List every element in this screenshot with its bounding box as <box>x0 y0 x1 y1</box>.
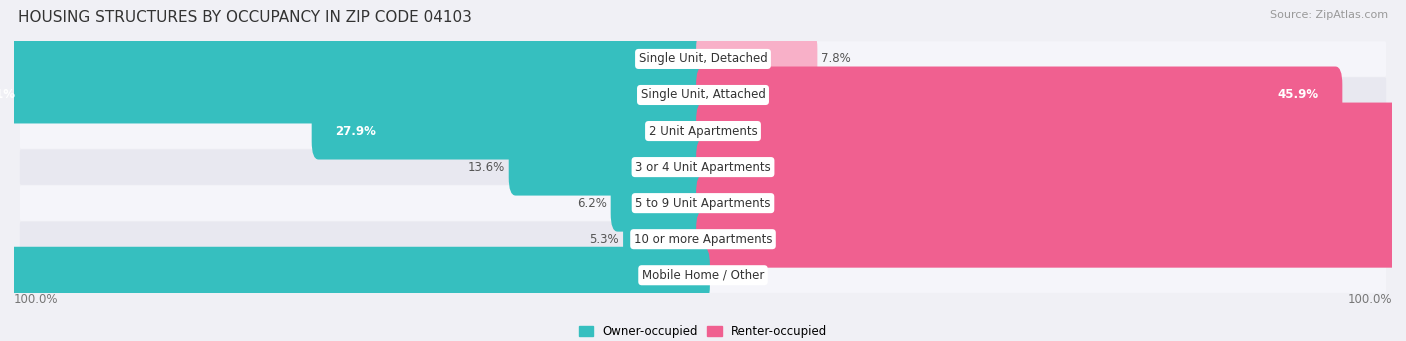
Text: Mobile Home / Other: Mobile Home / Other <box>641 269 765 282</box>
FancyBboxPatch shape <box>509 138 710 196</box>
Text: HOUSING STRUCTURES BY OCCUPANCY IN ZIP CODE 04103: HOUSING STRUCTURES BY OCCUPANCY IN ZIP C… <box>18 10 472 25</box>
FancyBboxPatch shape <box>20 41 1386 77</box>
Text: 45.9%: 45.9% <box>1278 89 1319 102</box>
FancyBboxPatch shape <box>696 103 1406 160</box>
Text: 13.6%: 13.6% <box>467 161 505 174</box>
FancyBboxPatch shape <box>610 175 710 232</box>
Text: 100.0%: 100.0% <box>14 293 59 306</box>
Text: 54.1%: 54.1% <box>0 89 15 102</box>
Text: 5.3%: 5.3% <box>589 233 619 246</box>
Legend: Owner-occupied, Renter-occupied: Owner-occupied, Renter-occupied <box>574 321 832 341</box>
FancyBboxPatch shape <box>20 149 1386 185</box>
FancyBboxPatch shape <box>623 211 710 268</box>
Text: Single Unit, Detached: Single Unit, Detached <box>638 53 768 65</box>
FancyBboxPatch shape <box>20 222 1386 257</box>
FancyBboxPatch shape <box>0 66 710 123</box>
FancyBboxPatch shape <box>0 30 710 87</box>
Text: 7.8%: 7.8% <box>821 53 851 65</box>
FancyBboxPatch shape <box>312 103 710 160</box>
FancyBboxPatch shape <box>20 257 1386 293</box>
Text: 6.2%: 6.2% <box>576 197 606 210</box>
Text: 3 or 4 Unit Apartments: 3 or 4 Unit Apartments <box>636 161 770 174</box>
Text: 27.9%: 27.9% <box>335 124 375 137</box>
FancyBboxPatch shape <box>696 66 1343 123</box>
Text: 5 to 9 Unit Apartments: 5 to 9 Unit Apartments <box>636 197 770 210</box>
Text: Source: ZipAtlas.com: Source: ZipAtlas.com <box>1270 10 1388 20</box>
FancyBboxPatch shape <box>0 247 710 304</box>
FancyBboxPatch shape <box>20 77 1386 113</box>
FancyBboxPatch shape <box>696 211 1406 268</box>
FancyBboxPatch shape <box>20 186 1386 221</box>
FancyBboxPatch shape <box>20 113 1386 149</box>
Text: 2 Unit Apartments: 2 Unit Apartments <box>648 124 758 137</box>
Text: Single Unit, Attached: Single Unit, Attached <box>641 89 765 102</box>
FancyBboxPatch shape <box>696 138 1406 196</box>
Text: 100.0%: 100.0% <box>1347 293 1392 306</box>
FancyBboxPatch shape <box>696 175 1406 232</box>
FancyBboxPatch shape <box>696 30 817 87</box>
Text: 10 or more Apartments: 10 or more Apartments <box>634 233 772 246</box>
